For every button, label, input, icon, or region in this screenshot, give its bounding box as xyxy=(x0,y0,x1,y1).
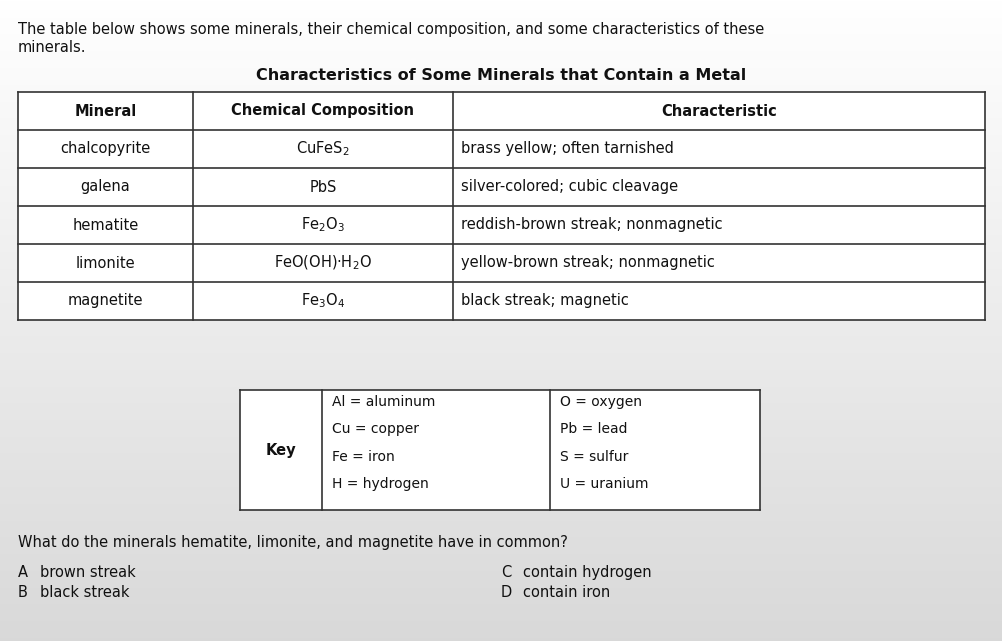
Text: black streak; magnetic: black streak; magnetic xyxy=(461,294,628,308)
Text: silver-colored; cubic cleavage: silver-colored; cubic cleavage xyxy=(461,179,677,194)
Text: The table below shows some minerals, their chemical composition, and some charac: The table below shows some minerals, the… xyxy=(18,22,764,37)
Text: Characteristic: Characteristic xyxy=(660,103,777,119)
Text: Fe$_3$O$_4$: Fe$_3$O$_4$ xyxy=(301,292,345,310)
Text: chalcopyrite: chalcopyrite xyxy=(60,142,150,156)
Text: yellow-brown streak; nonmagnetic: yellow-brown streak; nonmagnetic xyxy=(461,256,714,271)
Text: Fe = iron: Fe = iron xyxy=(332,450,395,464)
Text: galena: galena xyxy=(80,179,130,194)
Text: B: B xyxy=(18,585,28,600)
Text: What do the minerals hematite, limonite, and magnetite have in common?: What do the minerals hematite, limonite,… xyxy=(18,535,567,550)
Text: contain iron: contain iron xyxy=(522,585,609,600)
Text: Al = aluminum: Al = aluminum xyxy=(332,395,435,409)
Text: CuFeS$_2$: CuFeS$_2$ xyxy=(296,140,350,158)
Text: S = sulfur: S = sulfur xyxy=(559,450,627,464)
Text: black streak: black streak xyxy=(40,585,129,600)
Text: brown streak: brown streak xyxy=(40,565,135,580)
Text: brass yellow; often tarnished: brass yellow; often tarnished xyxy=(461,142,673,156)
Text: A: A xyxy=(18,565,28,580)
Bar xyxy=(18,92,984,320)
Text: O = oxygen: O = oxygen xyxy=(559,395,641,409)
Text: D: D xyxy=(501,585,512,600)
Text: H = hydrogen: H = hydrogen xyxy=(332,478,428,491)
Text: Pb = lead: Pb = lead xyxy=(559,422,627,437)
Text: contain hydrogen: contain hydrogen xyxy=(522,565,651,580)
Text: FeO(OH)·H$_2$O: FeO(OH)·H$_2$O xyxy=(274,254,372,272)
Text: Key: Key xyxy=(266,442,296,458)
Text: PbS: PbS xyxy=(309,179,337,194)
Text: reddish-brown streak; nonmagnetic: reddish-brown streak; nonmagnetic xyxy=(461,217,721,233)
Text: magnetite: magnetite xyxy=(68,294,143,308)
Text: Fe$_2$O$_3$: Fe$_2$O$_3$ xyxy=(301,215,345,235)
Text: U = uranium: U = uranium xyxy=(559,478,648,491)
Text: Characteristics of Some Minerals that Contain a Metal: Characteristics of Some Minerals that Co… xyxy=(256,68,745,83)
Text: C: C xyxy=(501,565,511,580)
Text: hematite: hematite xyxy=(72,217,138,233)
Bar xyxy=(239,390,760,510)
Text: Chemical Composition: Chemical Composition xyxy=(231,103,414,119)
Text: limonite: limonite xyxy=(75,256,135,271)
Text: Mineral: Mineral xyxy=(74,103,136,119)
Text: Cu = copper: Cu = copper xyxy=(332,422,419,437)
Text: minerals.: minerals. xyxy=(18,40,86,55)
